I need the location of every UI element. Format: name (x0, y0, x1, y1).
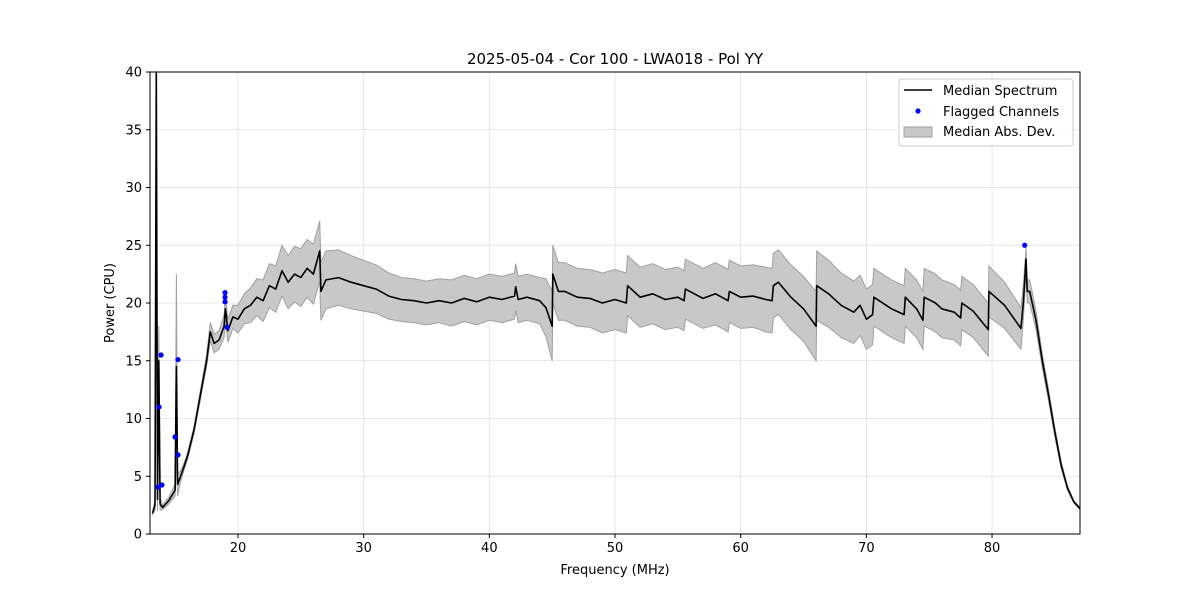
x-axis-label: Frequency (MHz) (560, 563, 669, 578)
y-tick-label: 5 (134, 470, 142, 485)
y-tick-label: 15 (125, 354, 142, 369)
y-tick-label: 40 (125, 66, 142, 81)
flagged-channel-point (172, 434, 178, 440)
x-tick-label: 40 (481, 541, 498, 556)
flagged-channels (155, 242, 1028, 490)
ticks: 20 30 40 50 60 70 80 0 5 10 15 20 25 30 35 40 (125, 66, 1000, 557)
flagged-channel-point (155, 484, 161, 490)
legend-mad-label: Median Abs. Dev. (943, 125, 1055, 140)
y-tick-label: 35 (125, 123, 142, 138)
y-tick-label: 10 (125, 412, 142, 427)
flagged-channel-point (156, 404, 162, 410)
flagged-channel-point (222, 294, 228, 300)
flagged-channel-point (175, 356, 181, 363)
flagged-channel-point (1022, 242, 1028, 248)
y-tick-label: 30 (125, 181, 142, 196)
legend: Median Spectrum Flagged Channels Median … (898, 78, 1074, 147)
x-tick-label: 70 (858, 541, 875, 556)
legend-flagged-swatch (915, 108, 921, 114)
y-tick-label: 20 (125, 297, 142, 312)
x-tick-label: 20 (230, 541, 247, 556)
flagged-channel-point (159, 482, 165, 488)
flagged-channel-point (175, 452, 181, 458)
x-tick-label: 30 (355, 541, 372, 556)
flagged-channel-point (222, 299, 228, 305)
flagged-channel-point (158, 352, 164, 358)
flagged-channel-point (224, 324, 230, 330)
legend-mad-swatch (903, 126, 933, 138)
x-tick-label: 50 (607, 541, 624, 556)
y-axis-label: Power (CPU) (103, 263, 118, 343)
x-tick-label: 60 (732, 541, 749, 556)
legend-flagged-label: Flagged Channels (943, 105, 1059, 120)
y-tick-label: 0 (134, 528, 142, 543)
chart-title: 2025-05-04 - Cor 100 - LWA018 - Pol YY (467, 50, 764, 68)
legend-median-label: Median Spectrum (943, 84, 1057, 99)
y-tick-label: 25 (125, 239, 142, 254)
x-tick-label: 80 (984, 541, 1001, 556)
flagged-channel-point (222, 290, 228, 296)
median-spectrum-line (151, 71, 1081, 514)
